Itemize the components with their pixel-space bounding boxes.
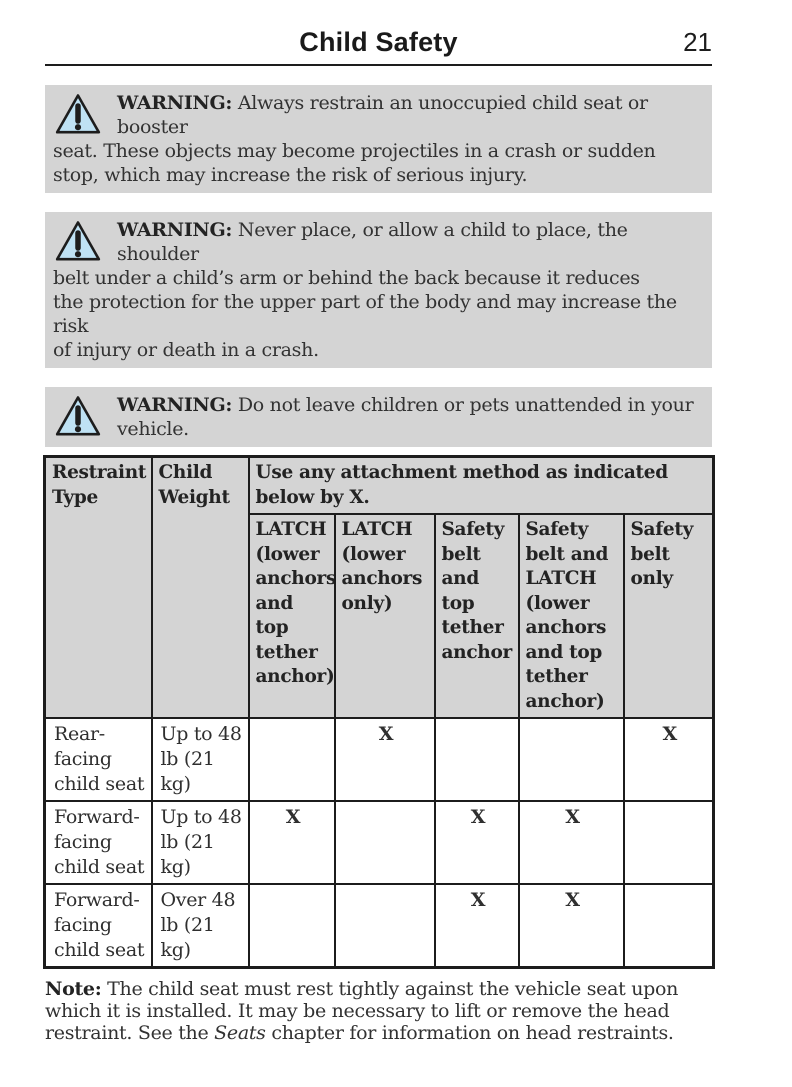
table-header-row-methods: LATCH (lower anchors and top tether anch… — [45, 513, 715, 719]
table-span-header: Use any attachment method as indicated b… — [247, 455, 715, 515]
cell-mark — [622, 800, 715, 885]
warning-label: WARNING: — [117, 394, 233, 416]
cell-mark: X — [433, 883, 520, 969]
warning-triangle-icon — [55, 94, 101, 134]
warning-text: Never place, or allow a child to place, … — [53, 219, 677, 361]
warning-box-2: WARNING: Never place, or allow a child t… — [45, 212, 712, 368]
cell-mark — [333, 883, 436, 969]
table-header-row-span: Restraint Type Child Weight Use any atta… — [43, 455, 715, 719]
page-title: Child Safety — [299, 27, 458, 57]
column-header-latch-only: LATCH (lower anchors only) — [333, 513, 436, 719]
cell-child-weight: Up to 48 lb (21 kg) — [150, 717, 250, 802]
table-row-rear-facing: Rear-facing child seat Up to 48 lb (21 k… — [43, 717, 715, 802]
cell-mark: X — [517, 883, 625, 969]
warning-box-3: WARNING: Do not leave children or pets u… — [45, 387, 712, 447]
table-row-forward-facing-up-to-48: Forward-facing child seat Up to 48 lb (2… — [43, 800, 715, 885]
cell-restraint-type: Rear-facing child seat — [43, 717, 153, 802]
cell-mark — [433, 717, 520, 802]
warning-label: WARNING: — [117, 219, 233, 241]
warning-text: Always restrain an unoccupied child seat… — [53, 92, 656, 186]
cell-mark — [247, 717, 336, 802]
column-header-safety-belt-top-tether: Safety belt and top tether anchor — [433, 513, 520, 719]
column-header-restraint-type: Restraint Type — [43, 455, 153, 719]
cell-mark — [247, 883, 336, 969]
warning-triangle-icon — [55, 396, 101, 436]
warning-box-1: WARNING: Always restrain an unoccupied c… — [45, 85, 712, 193]
cell-mark: X — [333, 717, 436, 802]
cell-child-weight: Up to 48 lb (21 kg) — [150, 800, 250, 885]
child-restraint-attachment-table: Restraint Type Child Weight Use any atta… — [43, 455, 716, 969]
note-label: Note: — [45, 978, 102, 1000]
cell-restraint-type: Forward-facing child seat — [43, 800, 153, 885]
cell-child-weight: Over 48 lb (21 kg) — [150, 883, 250, 969]
column-header-child-weight: Child Weight — [150, 455, 250, 719]
cell-mark: X — [622, 717, 715, 802]
cell-mark: X — [433, 800, 520, 885]
warning-text: Do not leave children or pets unattended… — [117, 394, 694, 440]
page-number: 21 — [683, 27, 712, 57]
cell-mark: X — [247, 800, 336, 885]
warning-label: WARNING: — [117, 92, 233, 114]
note-text: The child seat must rest tightly against… — [45, 978, 679, 1044]
column-header-safety-belt-latch: Safety belt and LATCH (lower anchors and… — [517, 513, 625, 719]
cell-mark: X — [517, 800, 625, 885]
table-row-forward-facing-over-48: Forward-facing child seat Over 48 lb (21… — [43, 883, 715, 969]
note-seats-reference: Seats — [214, 1022, 266, 1044]
cell-restraint-type: Forward-facing child seat — [43, 883, 153, 969]
cell-mark — [622, 883, 715, 969]
cell-mark — [517, 717, 625, 802]
note-paragraph: Note: The child seat must rest tightly a… — [45, 978, 712, 1044]
note-text-after: chapter for information on head restrain… — [265, 1022, 674, 1044]
column-header-safety-belt-only: Safety belt only — [622, 513, 715, 719]
cell-mark — [333, 800, 436, 885]
page-header: Child Safety 21 — [45, 0, 712, 66]
warning-triangle-icon — [55, 221, 101, 261]
column-header-latch-top-tether: LATCH (lower anchors and top tether anch… — [247, 513, 336, 719]
